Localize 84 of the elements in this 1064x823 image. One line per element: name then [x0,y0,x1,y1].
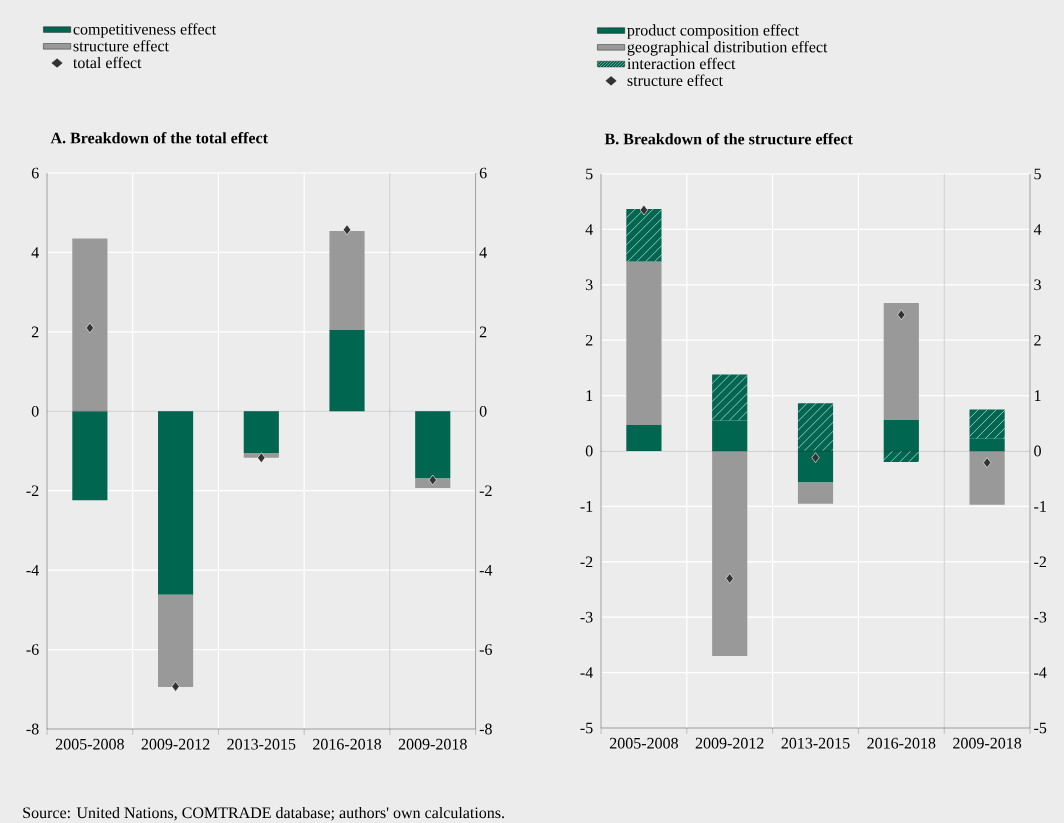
legend-label: interaction effect [627,57,736,70]
chart-title: A. Breakdown of the total effect [50,131,268,144]
y-tick-label: 1 [586,390,593,401]
chart-title: B. Breakdown of the structure effect [604,132,853,145]
y-tick-label: -4 [26,564,39,576]
bar [797,451,834,483]
legend-label: product composition effect [627,24,799,39]
y-tick-label: 4 [31,247,39,258]
point [428,474,437,486]
y-tick-label: -2 [580,556,593,568]
x-tick-label: 2009-2018 [953,737,1022,749]
y-tick-label: 4 [585,224,593,235]
y-tick-label: 6 [31,167,39,179]
point [983,457,992,468]
y2-tick-label: -2 [479,485,492,497]
y2-tick-label: 6 [479,167,487,179]
y-tick-label: -8 [26,723,39,735]
point [897,309,906,321]
point [257,452,266,464]
bar [969,451,1005,505]
y-tick-label: -4 [580,667,593,678]
bar [797,482,834,504]
bar [158,594,194,687]
bar [329,329,365,412]
point [639,204,648,216]
y-tick-label: -5 [580,722,593,734]
bar [883,419,919,451]
y2-tick-label: -4 [479,564,493,576]
y2-tick-label: 1 [1034,390,1041,401]
y-tick-label: 0 [585,445,593,457]
y-tick-label: 0 [31,405,39,417]
y2-tick-label: 2 [479,326,487,338]
point [171,681,180,692]
y-tick-label: 5 [586,168,593,180]
y2-tick-label: 4 [479,247,487,258]
y2-tick-label: -8 [479,723,492,735]
y2-tick-label: 0 [1034,445,1041,457]
bar [158,411,194,595]
y2-tick-label: -6 [479,644,492,655]
x-tick-label: 2009-2012 [695,737,764,749]
bar [626,261,662,425]
point [811,452,820,463]
x-tick-label: 2013-2015 [781,737,850,749]
y2-tick-label: 0 [479,405,487,417]
x-tick-label: 2013-2015 [227,738,296,750]
point [85,322,94,334]
bar [243,411,279,453]
legend-label: total effect [73,56,142,69]
x-tick-label: 2016-2018 [313,738,382,750]
bar [329,230,365,330]
x-tick-label: 2009-2018 [398,738,467,750]
legend-label: geographical distribution effect [627,40,828,56]
y2-tick-label: -4 [1034,667,1047,678]
bar [72,238,108,412]
y-tick-label: -3 [580,611,593,623]
x-tick-label: 2009-2012 [141,738,210,750]
y2-tick-label: -3 [1034,611,1047,623]
point [342,224,352,236]
y-tick-label: -6 [26,644,39,655]
legend-label: structure effect [73,39,169,52]
x-tick-label: 2005-2008 [609,737,678,749]
y2-tick-label: 3 [1034,279,1041,291]
bar [883,303,919,420]
bar [72,411,108,501]
y-tick-label: 2 [31,326,39,338]
y2-tick-label: -5 [1034,722,1047,734]
source-note: Source: United Nations, COMTRADE database; authors' own calculations. [23,806,504,821]
bar [626,424,662,451]
legend-label: competitiveness effect [73,23,217,38]
legend-label: structure effect [627,74,723,86]
point [725,573,734,584]
x-tick-label: 2016-2018 [867,737,936,749]
y-tick-label: -2 [26,485,39,497]
y2-tick-label: 5 [1034,168,1041,180]
bar [415,411,451,479]
y2-tick-label: 2 [1034,334,1041,346]
y-tick-label: -1 [580,501,593,512]
y-tick-label: 3 [585,279,593,291]
y2-tick-label: -2 [1034,556,1046,568]
y2-tick-label: -1 [1034,501,1046,512]
x-tick-label: 2005-2008 [55,738,124,750]
y2-tick-label: 4 [1033,224,1042,235]
y-tick-label: 2 [585,334,593,346]
bar [712,451,748,656]
